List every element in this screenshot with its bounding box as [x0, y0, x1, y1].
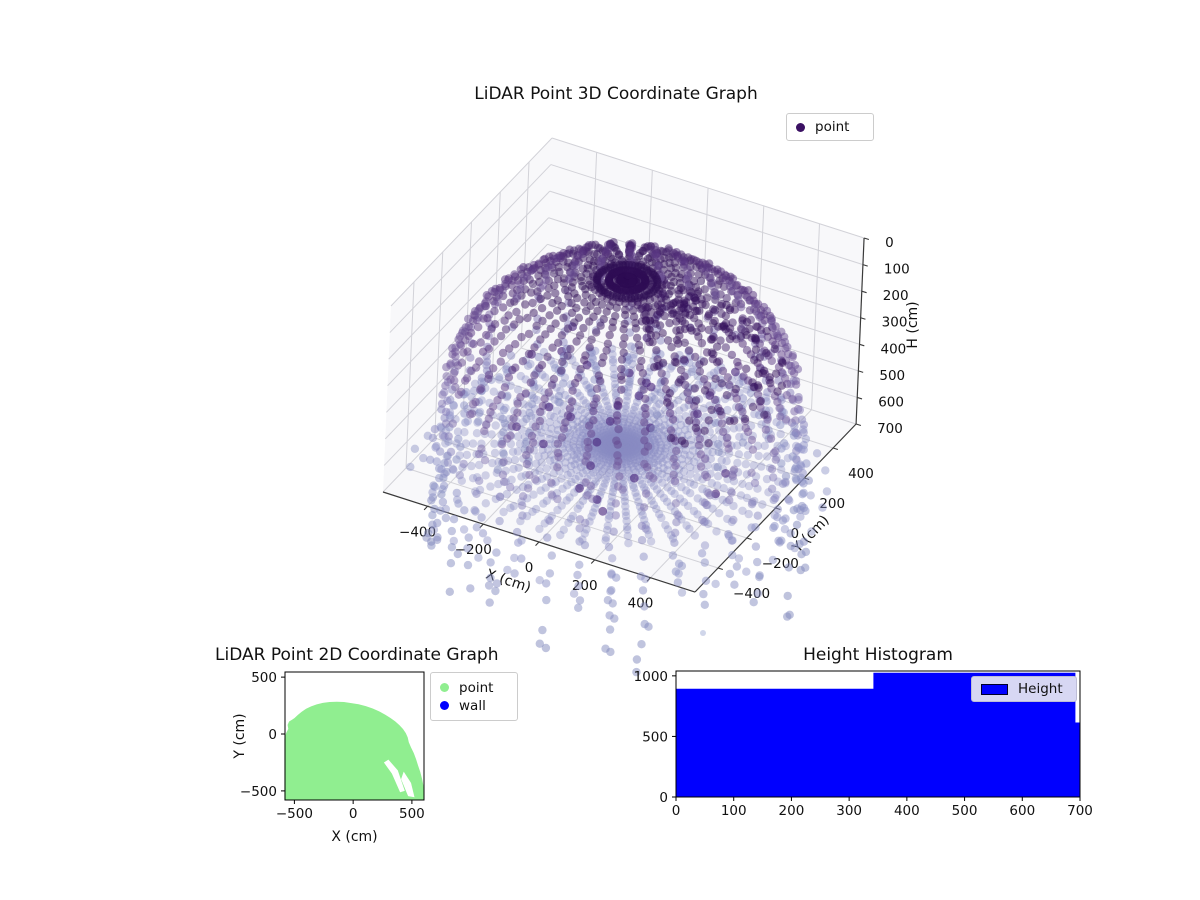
svg-text:100: 100: [721, 803, 747, 819]
svg-text:100: 100: [884, 262, 910, 278]
legend-row-wall: wall: [431, 697, 517, 715]
plot3d-axes: −400−20002004004002000−200−4000100200300…: [382, 137, 921, 677]
svg-text:700: 700: [1067, 803, 1093, 819]
histogram-title: Height Histogram: [803, 645, 953, 665]
legend-row-point: point: [431, 679, 517, 697]
plot2d-legend: point wall: [430, 672, 518, 721]
points-dome: [446, 238, 801, 472]
height-swatch-icon: [981, 683, 1008, 695]
plot2d-axes: −500 0 500 500 0 −500 X (cm) Y (cm): [232, 670, 425, 845]
legend-label: point: [815, 119, 850, 135]
svg-text:600: 600: [878, 394, 904, 410]
plot3d-legend: point: [786, 113, 874, 141]
svg-text:500: 500: [642, 729, 668, 745]
svg-text:400: 400: [628, 596, 654, 612]
svg-text:200: 200: [883, 288, 909, 304]
svg-text:400: 400: [881, 341, 907, 357]
svg-text:0: 0: [672, 803, 681, 819]
svg-text:400: 400: [848, 466, 874, 482]
legend-label: Height: [1018, 681, 1063, 697]
plot3d-title: LiDAR Point 3D Coordinate Graph: [474, 84, 758, 104]
svg-text:−500: −500: [240, 784, 277, 800]
svg-text:200: 200: [819, 496, 845, 512]
plot2d-tick-labels: −500 0 500 500 0 −500 X (cm) Y (cm): [232, 670, 425, 845]
legend-label: wall: [459, 697, 486, 714]
legend-row-point: point: [787, 118, 873, 136]
svg-text:Y (cm): Y (cm): [232, 713, 248, 759]
svg-text:0: 0: [885, 235, 894, 251]
point-marker-icon: [796, 122, 805, 132]
svg-text:−200: −200: [762, 556, 799, 572]
svg-text:X (cm): X (cm): [331, 829, 377, 845]
svg-text:500: 500: [879, 368, 905, 384]
svg-text:H (cm): H (cm): [905, 301, 921, 348]
histogram-axes: 0 100 200 300 400 500 600 700 0 500 1000: [634, 669, 1093, 819]
svg-text:500: 500: [952, 803, 978, 819]
histogram-legend: Height: [971, 676, 1077, 702]
plot2d-title: LiDAR Point 2D Coordinate Graph: [215, 645, 499, 665]
svg-text:600: 600: [1009, 803, 1035, 819]
histogram-bars: [676, 672, 1080, 797]
plot2d-frame: [284, 671, 425, 801]
points-dense-patch: [633, 280, 787, 448]
stray-point: [700, 630, 706, 636]
svg-text:0: 0: [791, 526, 800, 542]
svg-text:1000: 1000: [634, 669, 668, 685]
histogram-tick-labels: 0 100 200 300 400 500 600 700 0 500 1000: [634, 669, 1093, 819]
svg-text:500: 500: [251, 670, 277, 686]
svg-text:300: 300: [882, 315, 908, 331]
svg-text:200: 200: [779, 803, 805, 819]
svg-text:0: 0: [525, 560, 534, 576]
legend-row-height: Height: [972, 680, 1076, 698]
svg-text:500: 500: [399, 806, 425, 822]
point-marker-icon: [440, 683, 449, 692]
svg-text:700: 700: [877, 421, 903, 437]
svg-text:−400: −400: [733, 586, 770, 602]
svg-text:0: 0: [349, 806, 358, 822]
svg-text:0: 0: [659, 790, 668, 806]
legend-label: point: [459, 679, 494, 696]
histogram-frame: [675, 670, 1081, 798]
wall-marker-icon: [440, 701, 449, 710]
svg-text:−500: −500: [276, 806, 313, 822]
svg-text:0: 0: [268, 727, 277, 743]
svg-text:300: 300: [836, 803, 862, 819]
svg-text:400: 400: [894, 803, 920, 819]
plot2d-point-blob: [284, 701, 424, 800]
